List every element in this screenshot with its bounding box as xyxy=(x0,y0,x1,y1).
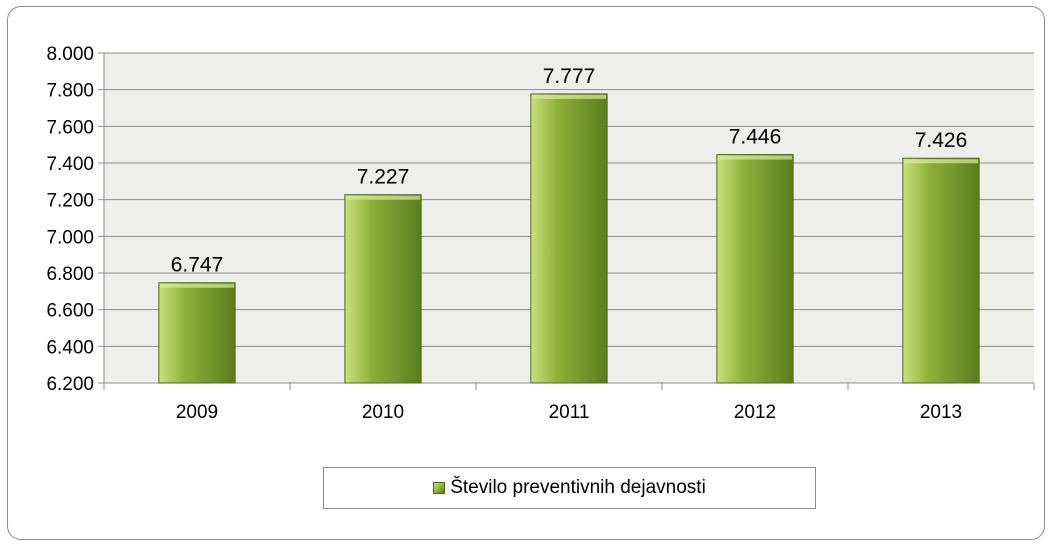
y-tick-label: 6.400 xyxy=(46,337,94,358)
bar-2012 xyxy=(716,154,794,384)
data-label-2012: 7.446 xyxy=(729,126,782,149)
bar-2009 xyxy=(158,282,236,384)
bars xyxy=(158,93,980,384)
bar-highlight xyxy=(531,94,607,99)
y-tick-label: 6.800 xyxy=(46,264,94,285)
y-tick-label: 7.200 xyxy=(46,191,94,212)
y-tick-label: 6.600 xyxy=(46,301,94,322)
x-tick-label: 2009 xyxy=(176,402,218,423)
legend-swatch xyxy=(433,482,446,494)
bar-highlight xyxy=(717,155,793,160)
bar-highlight xyxy=(345,195,421,200)
y-tick-label: 7.600 xyxy=(46,117,94,138)
bar-2010 xyxy=(344,194,422,384)
bar-highlight xyxy=(159,283,235,288)
bar-2013 xyxy=(902,157,980,384)
y-tick-label: 7.000 xyxy=(46,227,94,248)
x-tick-label: 2010 xyxy=(362,402,404,423)
x-tick-label: 2013 xyxy=(920,402,962,423)
y-tick-label: 6.200 xyxy=(46,374,94,395)
y-tick-label: 7.800 xyxy=(46,81,94,102)
labels: 6.200 6.400 6.600 6.800 7.000 7.200 7.400 7.600… xyxy=(46,44,967,423)
legend-label: Število preventivnih dejavnosti xyxy=(450,477,706,498)
y-tick-label: 7.400 xyxy=(46,154,94,175)
bar-2011 xyxy=(530,93,608,384)
y-tick-label: 8.000 xyxy=(46,44,94,65)
data-label-2010: 7.227 xyxy=(357,166,410,189)
data-label-2013: 7.426 xyxy=(915,129,968,152)
x-tick-label: 2011 xyxy=(549,402,590,423)
bar-highlight xyxy=(903,159,979,164)
legend: Število preventivnih dejavnosti xyxy=(323,467,816,509)
data-label-2009: 6.747 xyxy=(171,254,224,277)
data-label-2011: 7.777 xyxy=(543,65,596,88)
x-tick-label: 2012 xyxy=(734,402,776,423)
